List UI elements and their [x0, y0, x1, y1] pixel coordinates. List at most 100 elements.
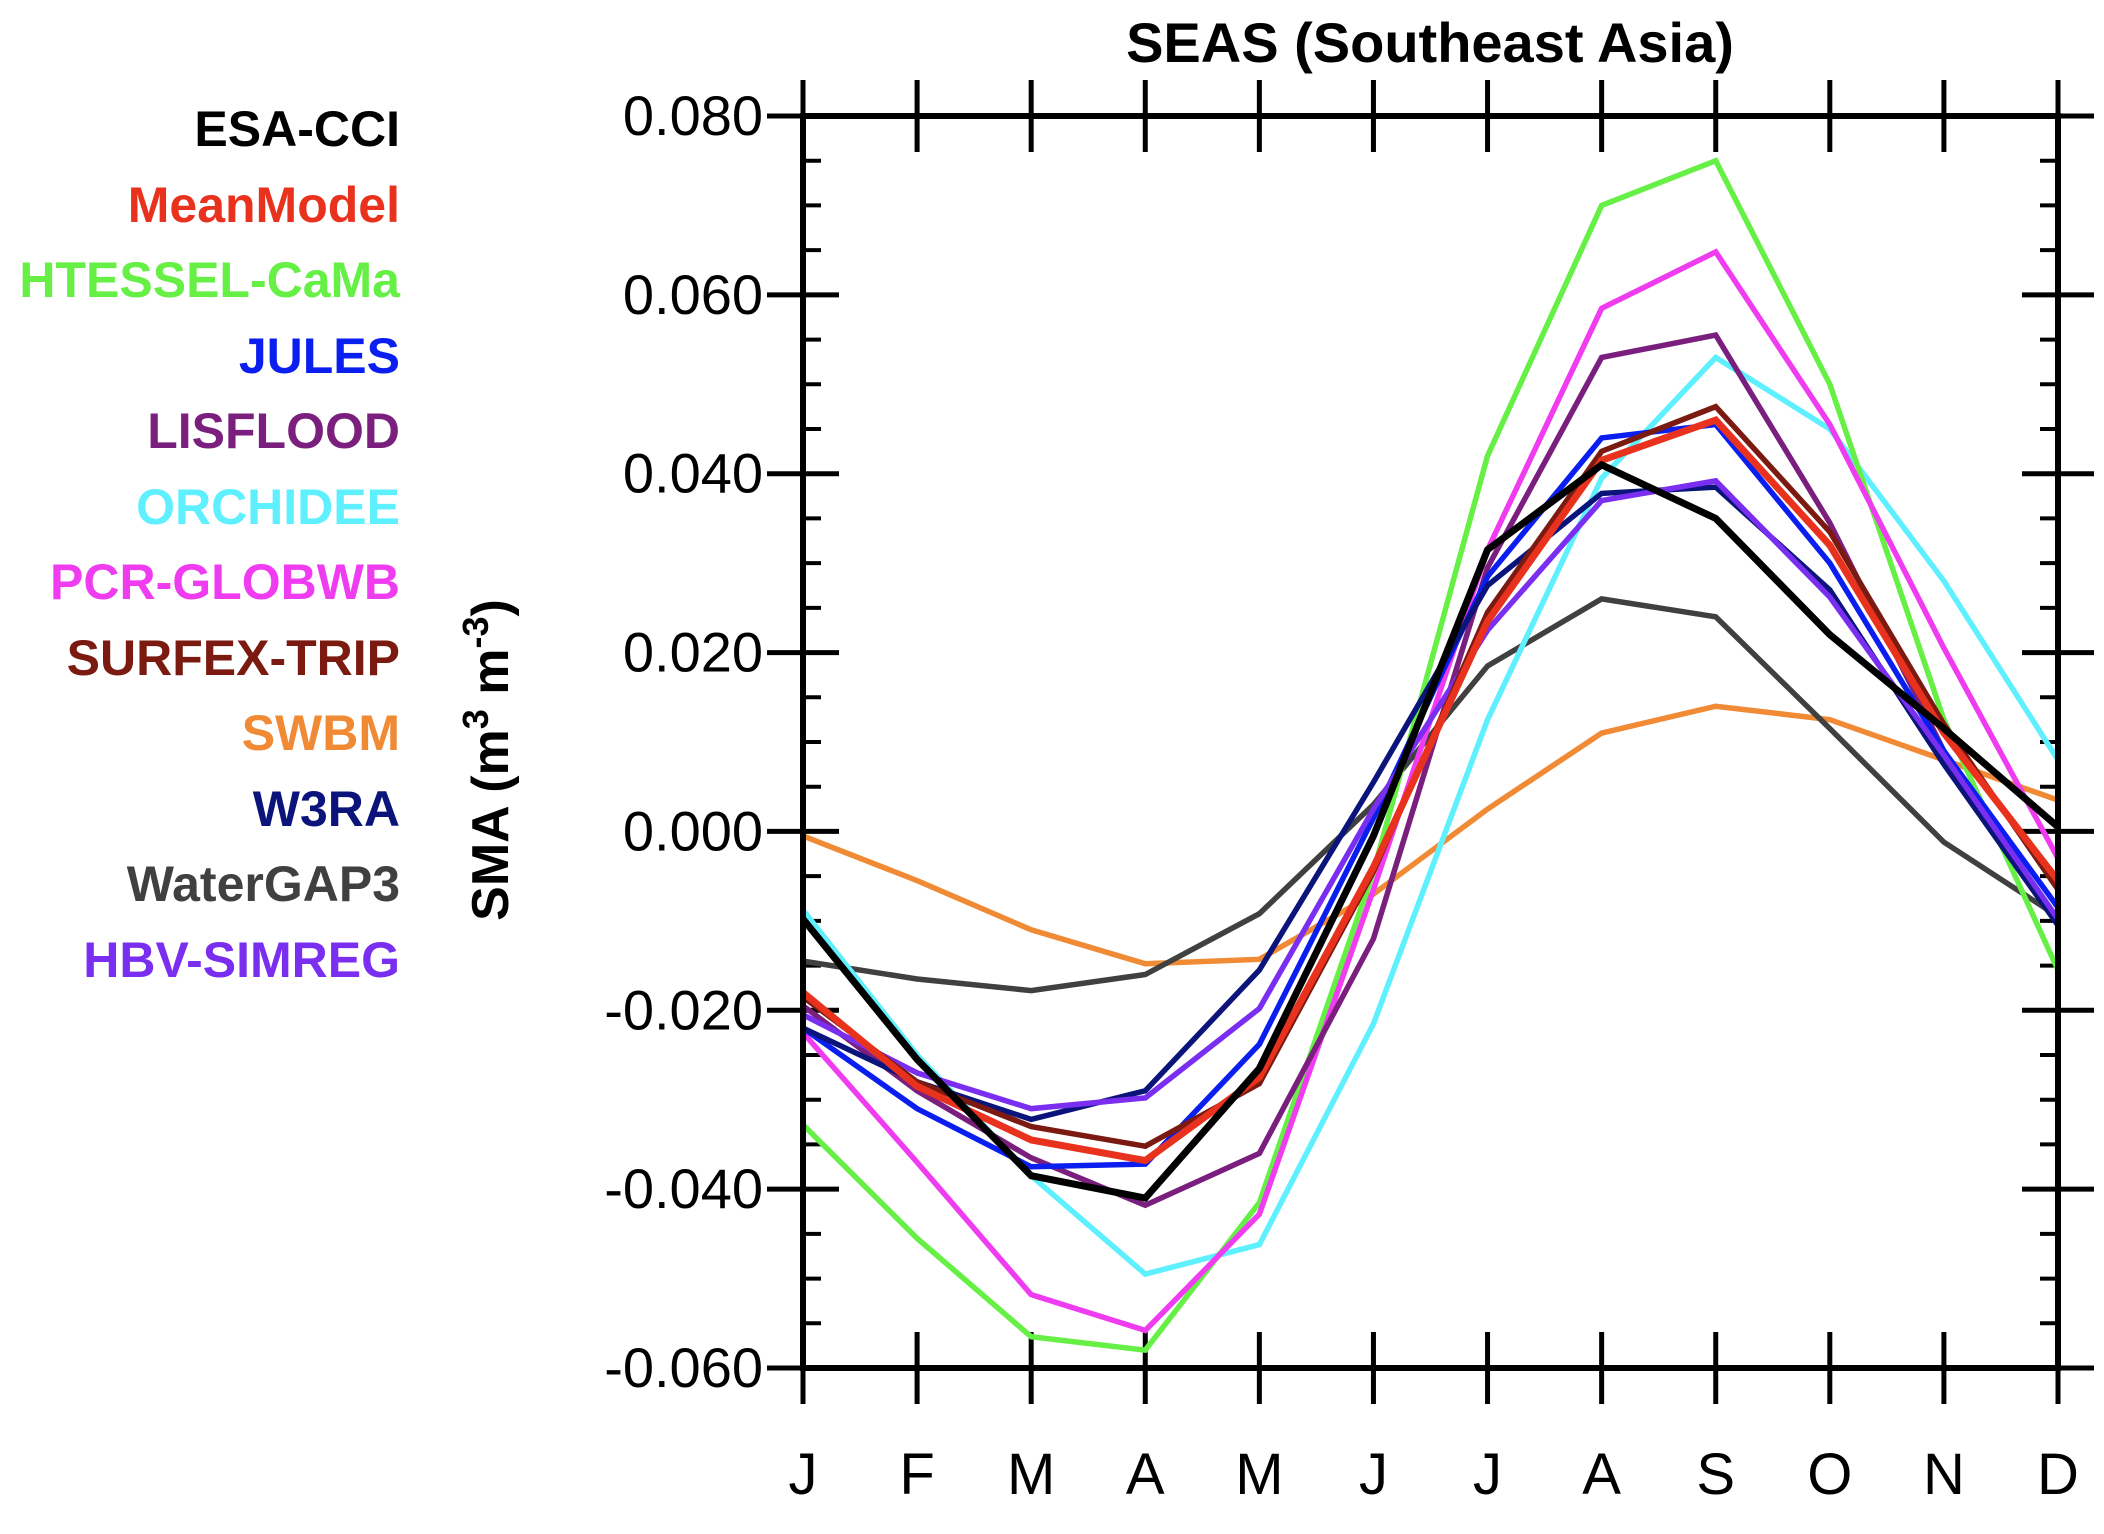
- point-surfex-trip: [1601, 450, 1603, 452]
- point-htessel-cama: [1487, 455, 1489, 457]
- point-esa-cci: [1487, 549, 1489, 551]
- point-pcr-globwb: [1715, 251, 1717, 253]
- point-htessel-cama: [1829, 383, 1831, 385]
- y-axis-label-main: SMA (m: [462, 729, 520, 921]
- series-line-htessel-cama: [801, 157, 2061, 1354]
- point-lisflood: [1601, 356, 1603, 358]
- point-esa-cci: [1144, 1197, 1146, 1199]
- x-tick-label: A: [1126, 1442, 1165, 1507]
- point-lisflood: [1030, 1157, 1032, 1159]
- point-w3ra: [1601, 492, 1603, 494]
- x-tick-label: M: [1007, 1442, 1055, 1507]
- y-tick-label: 0.060: [623, 263, 763, 326]
- y-tick-label: -0.060: [604, 1336, 763, 1399]
- point-jules: [1487, 576, 1489, 578]
- legend-item-esa-cci: ESA-CCI: [194, 101, 400, 157]
- point-htessel-cama: [1715, 160, 1717, 162]
- y-tick-label: 0.020: [623, 621, 763, 684]
- point-esa-cci: [1258, 1067, 1260, 1069]
- point-pcr-globwb: [1258, 1213, 1260, 1215]
- point-w3ra: [1487, 585, 1489, 586]
- point-w3ra: [1829, 589, 1831, 591]
- legend-item-surfex-trip: SURFEX-TRIP: [66, 629, 400, 686]
- point-w3ra: [1144, 1090, 1146, 1092]
- point-esa-cci: [1372, 835, 1374, 837]
- point-jules: [1829, 562, 1831, 564]
- series-layer: [800, 157, 2061, 1354]
- point-orchidee: [1258, 1244, 1260, 1246]
- point-hbv-simreg: [1715, 480, 1717, 482]
- point-meanmodel: [916, 1085, 918, 1087]
- y-axis-label-exp2: -3: [455, 616, 496, 648]
- legend-item-meanmodel: MeanModel: [127, 176, 400, 233]
- point-lisflood: [1487, 567, 1489, 569]
- point-orchidee: [1601, 477, 1603, 479]
- series-line-pcr-globwb: [800, 248, 2061, 1334]
- point-meanmodel: [1715, 419, 1717, 421]
- point-esa-cci: [1943, 728, 1945, 730]
- point-watergap3: [1487, 665, 1489, 667]
- x-tick-label: M: [1235, 1442, 1283, 1507]
- point-esa-cci: [916, 1058, 918, 1060]
- point-w3ra: [1943, 763, 1945, 765]
- point-watergap3: [916, 978, 918, 980]
- point-w3ra: [1258, 969, 1260, 971]
- point-orchidee: [1144, 1273, 1146, 1275]
- point-htessel-cama: [1258, 1202, 1260, 1204]
- point-pcr-globwb: [1601, 307, 1603, 309]
- series-line-swbm: [801, 703, 2059, 967]
- x-tick-label: A: [1582, 1442, 1621, 1507]
- legend-item-orchidee: ORCHIDEE: [136, 478, 400, 535]
- legend-item-jules: JULES: [238, 327, 400, 384]
- series-line-meanmodel: [800, 415, 2061, 1165]
- point-swbm: [1715, 705, 1717, 707]
- point-hbv-simreg: [1372, 808, 1374, 810]
- point-hbv-simreg: [1601, 500, 1603, 502]
- point-swbm: [1030, 929, 1032, 931]
- point-swbm: [1144, 963, 1146, 965]
- axes: 0.080 0.060 0.040 0.020 0.000 -0.020 -0.040 -0.…: [604, 80, 2094, 1507]
- x-tick-label: N: [1923, 1442, 1965, 1507]
- point-htessel-cama: [1601, 204, 1603, 206]
- point-swbm: [1258, 958, 1260, 960]
- point-pcr-globwb: [1030, 1294, 1032, 1296]
- point-surfex-trip: [1144, 1145, 1146, 1147]
- series-line-esa-cci: [800, 460, 2061, 1202]
- point-esa-cci: [1030, 1175, 1032, 1177]
- point-orchidee: [1487, 719, 1489, 721]
- point-surfex-trip: [1258, 1083, 1260, 1085]
- point-watergap3: [1258, 913, 1260, 915]
- y-tick-label: 0.080: [623, 84, 763, 147]
- point-meanmodel: [1487, 620, 1489, 622]
- point-watergap3: [1030, 990, 1032, 992]
- series-line-hbv-simreg: [801, 477, 2061, 1112]
- point-hbv-simreg: [916, 1072, 918, 1074]
- x-tick-label: F: [899, 1442, 934, 1507]
- point-w3ra: [1715, 486, 1717, 488]
- legend-item-htessel-cama: HTESSEL-CaMa: [19, 252, 400, 308]
- svg-text:SMA (m3 m-3): SMA (m3 m-3): [455, 599, 520, 921]
- point-surfex-trip: [1487, 611, 1489, 613]
- point-meanmodel: [1258, 1076, 1260, 1078]
- point-meanmodel: [1829, 544, 1831, 546]
- point-jules: [916, 1108, 918, 1110]
- point-meanmodel: [1030, 1139, 1032, 1141]
- point-w3ra: [1030, 1118, 1032, 1120]
- point-orchidee: [1372, 1023, 1374, 1025]
- point-hbv-simreg: [1144, 1097, 1146, 1099]
- point-jules: [1372, 817, 1374, 819]
- point-hbv-simreg: [1829, 596, 1831, 598]
- y-axis-label-exp: 3: [455, 709, 496, 729]
- point-esa-cci: [1829, 634, 1831, 636]
- point-pcr-globwb: [1943, 647, 1945, 649]
- y-axis-label-end: ): [462, 599, 520, 616]
- point-pcr-globwb: [916, 1161, 918, 1163]
- point-orchidee: [1715, 356, 1717, 358]
- point-hbv-simreg: [1943, 754, 1945, 756]
- series-line-jules: [801, 421, 2061, 1170]
- y-axis-label-mid: m: [462, 649, 520, 710]
- y-tick-label: -0.040: [604, 1157, 763, 1220]
- point-swbm: [1601, 732, 1603, 734]
